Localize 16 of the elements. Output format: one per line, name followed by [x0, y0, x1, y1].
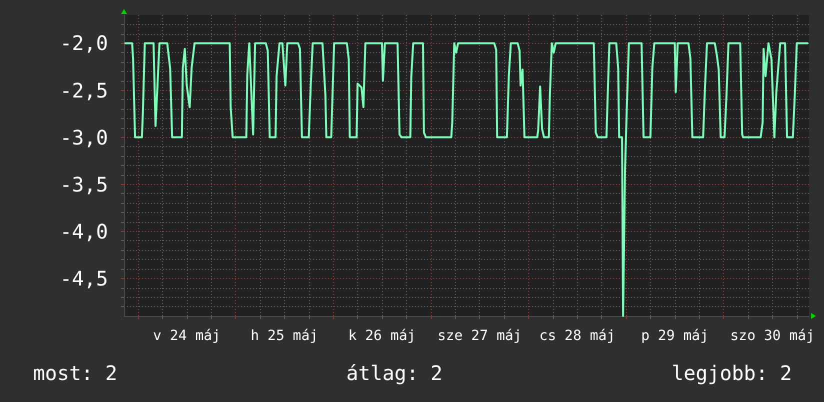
x-tick-label: h 25 máj — [250, 328, 318, 344]
y-tick-label: -3,0 — [60, 125, 108, 150]
y-tick-label: -2,0 — [60, 31, 108, 56]
y-tick-label: -4,0 — [60, 219, 108, 244]
text: átlag: 2 — [346, 361, 443, 385]
text: most: 2 — [33, 361, 118, 385]
x-tick-label: k 26 máj — [348, 328, 416, 344]
y-tick-label: -2,5 — [60, 78, 108, 102]
x-tick-label: sze 27 máj — [437, 328, 522, 344]
x-tick-label: cs 28 máj — [539, 328, 616, 344]
x-tick-label: szo 30 máj — [730, 328, 815, 344]
text: legjobb: 2 — [672, 361, 792, 385]
y-tick-label: -3,5 — [60, 172, 108, 196]
x-tick-label: p 29 máj — [641, 328, 709, 344]
x-tick-label: v 24 máj — [153, 328, 220, 344]
y-tick-label: -4,5 — [60, 266, 108, 290]
